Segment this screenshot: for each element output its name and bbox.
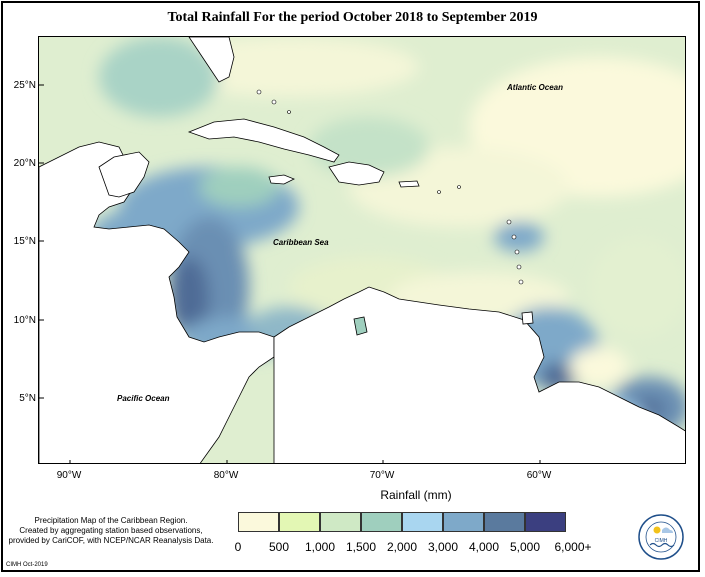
trinidad [521, 311, 534, 325]
jamaica [268, 174, 295, 185]
legend-swatch [402, 512, 443, 532]
caribbean-sea-label: Caribbean Sea [273, 238, 329, 247]
florida [188, 37, 235, 83]
legend-swatch [484, 512, 525, 532]
cuba [187, 118, 340, 163]
legend-tick-label: 2,000 [386, 540, 418, 554]
small-islands [256, 89, 524, 285]
rainfall-map: Atlantic Ocean Caribbean Sea Pacific Oce… [38, 36, 686, 464]
logo-text: CIMH [655, 538, 668, 544]
hispaniola [328, 161, 385, 186]
lake-maracaibo [353, 316, 368, 336]
map-title: Total Rainfall For the period October 20… [167, 10, 538, 25]
legend-swatch [279, 512, 320, 532]
legend-swatch [443, 512, 484, 532]
credits-block: Precipitation Map of the Caribbean Regio… [6, 516, 216, 546]
pacific-ocean-label: Pacific Ocean [117, 394, 170, 403]
credits-line: Precipitation Map of the Caribbean Regio… [34, 516, 188, 525]
lat-label-20n: 20°N [13, 158, 36, 169]
lat-label-5n: 5°N [19, 393, 36, 404]
legend-tick-label: 1,000 [304, 540, 336, 554]
south-america [273, 286, 685, 463]
credits-line: provided by CariCOF, with NCEP/NCAR Rean… [8, 536, 214, 545]
lon-label-60w: 60°W [526, 470, 552, 481]
axis-ticks [39, 84, 541, 463]
lat-label-25n: 25°N [13, 80, 36, 91]
legend-tick-label: 500 [268, 540, 290, 554]
legend-title: Rainfall (mm) [380, 488, 452, 502]
lon-label-80w: 80°W [213, 470, 239, 481]
cimh-logo-icon: CIMH [638, 514, 684, 560]
yucatan [98, 151, 150, 198]
lat-label-10n: 10°N [13, 315, 36, 326]
legend-swatch [361, 512, 402, 532]
puerto-rico [398, 180, 420, 188]
legend-swatch [238, 512, 279, 532]
legend-swatch [320, 512, 361, 532]
lat-label-15n: 15°N [13, 236, 36, 247]
credits-line: Created by aggregating station based obs… [19, 526, 203, 535]
legend-swatch [525, 512, 566, 532]
lon-label-70w: 70°W [369, 470, 395, 481]
rainfall-map-canvas [39, 37, 685, 463]
legend-tick-label: 4,000 [468, 540, 500, 554]
atlantic-ocean-label: Atlantic Ocean [507, 83, 564, 92]
credits-footer: CIMH Oct-2019 [6, 562, 48, 568]
legend-tick-label: 3,000 [427, 540, 459, 554]
legend-swatches [238, 512, 566, 532]
land [39, 37, 685, 463]
legend-tick-label: 6,000+ [554, 540, 592, 554]
lon-label-90w: 90°W [56, 470, 82, 481]
legend-tick-label: 5,000 [509, 540, 541, 554]
legend-tick-label: 1,500 [345, 540, 377, 554]
legend-tick-label: 0 [234, 540, 242, 554]
